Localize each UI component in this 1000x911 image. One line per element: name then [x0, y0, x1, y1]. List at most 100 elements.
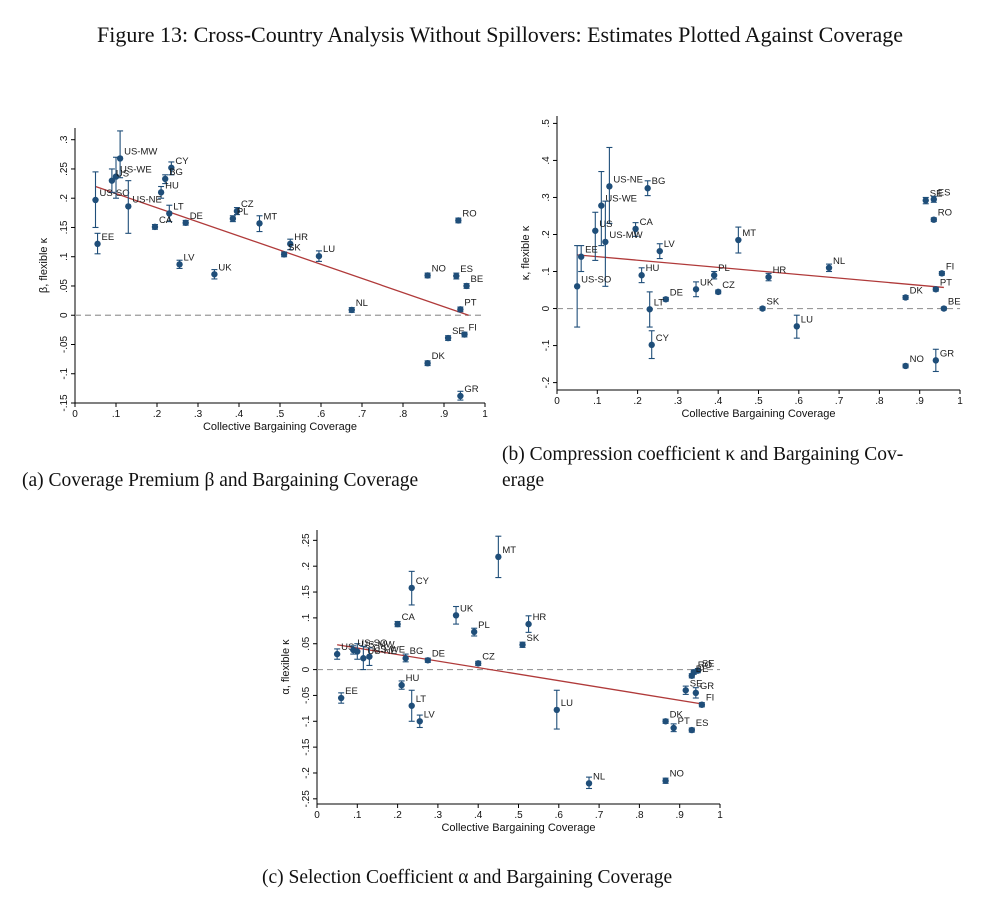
x-tick-label: .2	[153, 409, 162, 420]
y-tick-label: .2	[301, 562, 312, 571]
y-tick-label: -.1	[301, 715, 312, 727]
x-tick-label: .3	[434, 810, 443, 821]
x-tick-label: .2	[393, 810, 402, 821]
point-label: PL	[237, 207, 249, 218]
data-point-pt: PT	[670, 716, 690, 733]
point-label: CA	[402, 612, 416, 623]
x-axis-title: Collective Bargaining Coverage	[203, 421, 357, 433]
data-point-mt: MT	[735, 226, 756, 254]
point-marker	[688, 726, 695, 734]
y-tick-label: .05	[59, 279, 70, 293]
point-marker	[930, 216, 938, 223]
point-label: LU	[323, 244, 335, 255]
x-tick-label: .3	[194, 409, 203, 420]
point-marker	[360, 655, 367, 662]
point-label: NO	[910, 354, 924, 365]
point-label: GR	[940, 348, 954, 359]
data-point-cy: CY	[648, 330, 670, 360]
point-label: FI	[946, 261, 954, 272]
point-label: EE	[102, 232, 115, 243]
point-label: US-WE	[373, 645, 405, 656]
y-tick-label: .25	[301, 533, 312, 547]
data-point-de: DE	[662, 287, 683, 303]
data-point-be: BE	[940, 297, 961, 312]
data-point-de: DE	[424, 648, 445, 664]
data-point-nl: NL	[825, 256, 845, 273]
point-marker	[408, 702, 415, 709]
point-marker	[157, 189, 165, 196]
point-label: CY	[656, 333, 670, 344]
point-marker	[598, 202, 605, 209]
point-label: NO	[670, 769, 684, 780]
plot-area	[317, 530, 720, 804]
data-point-ca: CA	[632, 217, 654, 237]
point-marker	[424, 360, 431, 367]
data-point-hu: HU	[638, 263, 659, 284]
point-marker	[424, 272, 431, 279]
data-point-us-we: US-WE	[366, 645, 405, 666]
data-point-cy: CY	[408, 570, 430, 606]
point-label: BE	[471, 274, 484, 285]
data-point-nl: NL	[348, 298, 368, 314]
point-label: US-WE	[120, 165, 152, 176]
data-point-dk: DK	[424, 351, 445, 367]
point-marker	[930, 196, 938, 203]
point-marker	[793, 323, 800, 330]
y-tick-label: -.05	[59, 335, 70, 353]
point-label: UK	[218, 262, 232, 273]
point-marker	[424, 657, 432, 664]
point-label: US	[341, 642, 354, 653]
point-label: LV	[664, 239, 676, 250]
data-point-pt: PT	[932, 277, 952, 293]
point-marker	[922, 197, 929, 204]
point-marker	[638, 272, 645, 279]
point-marker	[162, 175, 169, 183]
point-marker	[902, 294, 909, 301]
x-tick-label: .5	[514, 810, 523, 821]
data-point-uk: UK	[452, 603, 474, 625]
x-tick-label: .1	[593, 396, 602, 407]
point-marker	[670, 724, 677, 732]
point-label: DE	[190, 211, 203, 222]
data-point-lu: LU	[315, 244, 335, 262]
data-point-us-mw: US-MW	[116, 130, 157, 179]
point-label: CA	[640, 217, 654, 228]
y-tick-label: .3	[541, 193, 552, 202]
point-marker	[461, 331, 468, 338]
point-label: US-WE	[605, 194, 637, 205]
caption-c: (c) Selection Coefficient α and Bargaini…	[262, 867, 673, 888]
point-marker	[644, 185, 651, 192]
data-point-ro: RO	[455, 208, 477, 224]
data-point-se: SE	[694, 659, 715, 674]
point-marker	[408, 584, 415, 592]
point-marker	[940, 305, 948, 312]
point-marker	[662, 777, 669, 784]
y-tick-label: .15	[59, 220, 70, 234]
y-tick-label: .4	[541, 156, 552, 165]
x-tick-label: .1	[353, 810, 362, 821]
x-tick-label: .2	[633, 396, 642, 407]
point-label: HU	[406, 673, 420, 684]
point-label: NL	[593, 771, 605, 782]
x-tick-label: 0	[554, 396, 560, 407]
point-marker	[495, 553, 502, 561]
point-marker	[125, 203, 132, 210]
point-label: PL	[478, 620, 490, 631]
data-point-hr: HR	[765, 265, 786, 282]
point-label: FI	[706, 693, 714, 704]
point-marker	[735, 236, 742, 244]
y-axis-title: α, flexible κ	[280, 639, 292, 695]
point-label: RO	[698, 660, 712, 671]
point-marker	[525, 620, 532, 628]
point-label: CA	[159, 215, 173, 226]
point-label: SK	[288, 242, 301, 253]
data-point-lv: LV	[416, 709, 435, 729]
point-marker	[553, 706, 560, 714]
data-point-gr: GR	[692, 681, 714, 699]
data-point-ee: EE	[577, 245, 598, 273]
point-marker	[463, 282, 470, 290]
point-label: SE	[930, 188, 943, 199]
data-point-us-ne: US-NE	[606, 146, 643, 224]
y-tick-label: .15	[301, 585, 312, 599]
chart-panel-b: 0.1.2.3.4.5.6.7.8.9 1 -.2 -.1 0.1.2.3.4.5 Col…	[515, 108, 975, 428]
